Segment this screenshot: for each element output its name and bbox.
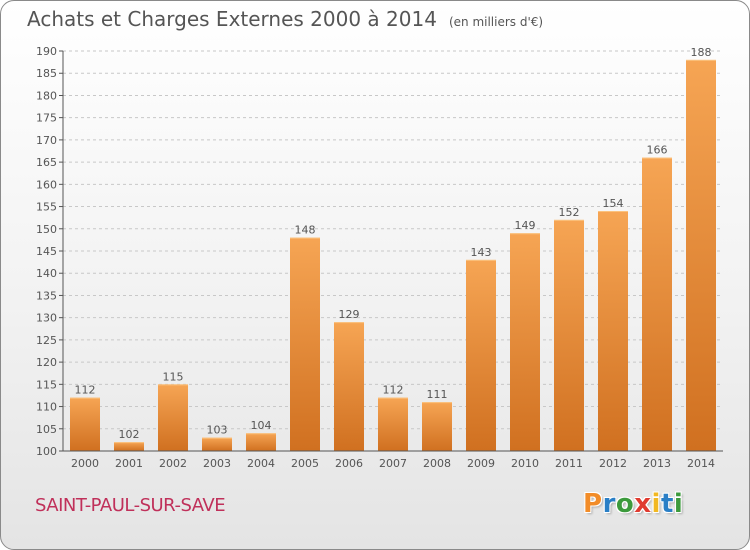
- bar: [70, 397, 100, 451]
- y-tick-label: 100: [36, 445, 57, 458]
- logo-letter: i: [673, 489, 684, 519]
- value-label: 149: [515, 219, 536, 232]
- x-tick-label: 2006: [335, 457, 363, 470]
- y-tick-label: 125: [36, 334, 57, 347]
- bar: [642, 157, 672, 451]
- bar: [378, 397, 408, 451]
- value-label: 188: [691, 46, 712, 59]
- value-label: 129: [339, 308, 360, 321]
- y-tick-label: 180: [36, 89, 57, 102]
- y-tick-label: 175: [36, 112, 57, 125]
- y-tick-label: 160: [36, 178, 57, 191]
- commune-name: SAINT-PAUL-SUR-SAVE: [35, 495, 226, 516]
- value-label: 103: [207, 424, 228, 437]
- bar: [598, 211, 628, 451]
- value-label: 112: [75, 384, 96, 397]
- bar: [114, 442, 144, 451]
- x-tick-label: 2014: [687, 457, 715, 470]
- value-label: 104: [251, 419, 272, 432]
- y-tick-label: 130: [36, 312, 57, 325]
- bar: [158, 384, 188, 451]
- y-tick-label: 105: [36, 423, 57, 436]
- value-label: 115: [163, 370, 184, 383]
- value-label: 148: [295, 224, 316, 237]
- bar: [686, 59, 716, 452]
- y-tick-label: 190: [36, 45, 57, 58]
- x-tick-label: 2002: [159, 457, 187, 470]
- y-tick-label: 120: [36, 356, 57, 369]
- value-label: 154: [603, 197, 624, 210]
- value-label: 143: [471, 246, 492, 259]
- bars: [70, 59, 716, 452]
- x-tick-label: 2005: [291, 457, 319, 470]
- logo-letter: o: [615, 489, 635, 519]
- bar: [290, 237, 320, 451]
- bar: [466, 259, 496, 451]
- unit-label: (en milliers d'€): [448, 15, 544, 29]
- y-tick-label: 135: [36, 289, 57, 302]
- x-tick-label: 2000: [71, 457, 99, 470]
- y-tick-label: 145: [36, 245, 57, 258]
- value-label: 102: [119, 428, 140, 441]
- title-text: Achats et Charges Externes 2000 à 2014: [27, 7, 437, 31]
- y-tick-label: 150: [36, 223, 57, 236]
- y-tick-label: 170: [36, 134, 57, 147]
- x-tick-label: 2013: [643, 457, 671, 470]
- value-label: 152: [559, 206, 580, 219]
- logo-letter: P: [583, 489, 603, 519]
- y-tick-label: 155: [36, 201, 57, 214]
- value-label: 166: [647, 144, 668, 157]
- bar: [246, 433, 276, 451]
- x-tick-label: 2009: [467, 457, 495, 470]
- x-axis: 2000 2001 2002 2003 2004 2005 2006 2007 2008 2009…: [63, 450, 723, 470]
- x-tick-label: 2004: [247, 457, 275, 470]
- value-labels: 112 102 115 103 104 148 129 112 111 143 149 152 154 1…: [75, 46, 712, 441]
- y-tick-label: 110: [36, 401, 57, 414]
- logo-letter: x: [634, 489, 652, 519]
- bar: [422, 402, 452, 451]
- chart-title: Achats et Charges Externes 2000 à 2014 (e…: [27, 7, 543, 31]
- y-tick-label: 115: [36, 378, 57, 391]
- y-tick-label: 165: [36, 156, 57, 169]
- bar: [554, 219, 584, 451]
- x-tick-label: 2003: [203, 457, 231, 470]
- logo-letter: i: [651, 489, 661, 519]
- x-tick-label: 2010: [511, 457, 539, 470]
- bar: [510, 233, 540, 451]
- value-label: 112: [383, 384, 404, 397]
- x-tick-label: 2012: [599, 457, 627, 470]
- x-tick-label: 2011: [555, 457, 583, 470]
- y-tick-label: 140: [36, 267, 57, 280]
- x-tick-label: 2007: [379, 457, 407, 470]
- logo-letter: r: [602, 489, 616, 519]
- x-tick-label: 2001: [115, 457, 143, 470]
- value-label: 111: [427, 388, 448, 401]
- bar: [334, 322, 364, 451]
- bar: [202, 437, 232, 451]
- y-tick-label: 185: [36, 67, 57, 80]
- proxiti-logo: Proxiti: [583, 489, 683, 519]
- y-axis: 100 105 110 115 120 125 130 135 140 145 150 155 160 1…: [36, 45, 64, 458]
- x-tick-label: 2008: [423, 457, 451, 470]
- logo-letter: t: [660, 489, 674, 519]
